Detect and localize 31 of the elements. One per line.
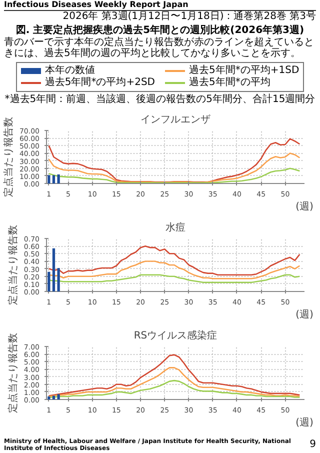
bar: [52, 248, 56, 292]
x-axis-title: (週): [296, 201, 314, 212]
line-series: [48, 167, 300, 184]
x-axis-title: (週): [296, 417, 314, 428]
legend-label: 過去5年間*の平均: [188, 76, 272, 89]
text: Infectious Diseases Weekly Report Japan: [4, 0, 316, 11]
bar: [48, 272, 50, 292]
line-series: [48, 354, 300, 396]
bar: [57, 268, 60, 292]
text: 図. 主要定点把握疾患の過去5年間との週別比較(2026年第3週): [14, 24, 306, 36]
text: 青のバーで示す本年の定点当たり報告数が赤のラインを超えているときには、過去5年間の週の平均と比較してかなり多いことを示す。: [4, 36, 315, 60]
legend-label: 本年の数値: [44, 64, 96, 76]
line-series: [48, 260, 300, 280]
text: *過去5年間：前週、当該週、後週の報告数の5年間分、合計15週間分: [4, 94, 316, 106]
legend-label: 過去5年間*の平均+2SD: [44, 76, 155, 89]
chart-title: RSウイルス感染症: [134, 329, 218, 342]
y-axis-title: 定点当たり報告数: [6, 332, 19, 413]
line-series: [48, 138, 300, 182]
legend-label: 過去5年間*の平均+1SD: [188, 64, 300, 76]
chart-title: インフルエンザ: [140, 114, 210, 126]
y-axis-title: 定点当たり報告数: [2, 116, 14, 197]
text: 2026年 第3週(1月12日〜1月18日)：通巻第28巻 第3号: [62, 10, 316, 23]
line-series: [48, 274, 300, 283]
chart-title: 水痘: [166, 221, 186, 234]
line-series: [48, 366, 300, 397]
text: 9: [308, 438, 316, 451]
y-axis-title: 定点当たり報告数: [6, 224, 19, 305]
x-axis-title: (週): [296, 309, 314, 320]
line-series: [48, 380, 300, 398]
line-series: [48, 245, 300, 276]
line-series: [48, 152, 300, 183]
